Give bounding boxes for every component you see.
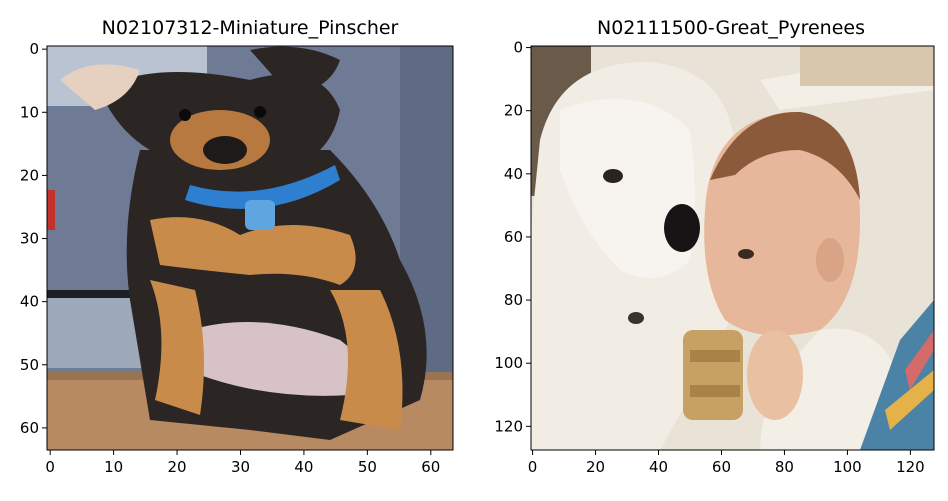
- y-tick-label: 0: [29, 40, 39, 58]
- x-tick-label: 10: [104, 458, 123, 476]
- y-tick-label: 50: [20, 356, 39, 374]
- y-tick-label: 20: [504, 102, 523, 120]
- x-tick-label: 60: [712, 458, 731, 476]
- x-tick-label: 100: [833, 458, 862, 476]
- y-tick-label: 40: [504, 165, 523, 183]
- great-pyrenees-and-baby-photo: [531, 46, 934, 450]
- y-tick-label: 80: [504, 291, 523, 309]
- y-tick-label: 100: [494, 354, 523, 372]
- axes-frame: [530, 45, 935, 451]
- x-tick-label: 20: [168, 458, 187, 476]
- axis-ticks: 0 10 20 30 40 50 60 0 10 20 30 40 50 60: [20, 40, 440, 476]
- y-tick-label: 10: [20, 103, 39, 121]
- x-tick-label: 20: [586, 458, 605, 476]
- y-tick-label: 30: [20, 230, 39, 248]
- panel-miniature-pinscher: N02107312-Miniature_Pinscher: [20, 17, 454, 476]
- x-tick-label: 50: [358, 458, 377, 476]
- x-tick-label: 80: [775, 458, 794, 476]
- x-tick-label: 0: [45, 458, 55, 476]
- x-tick-label: 60: [421, 458, 440, 476]
- panel-title: N02107312-Miniature_Pinscher: [102, 17, 399, 39]
- axes-frame: [46, 45, 454, 451]
- y-tick-label: 20: [20, 166, 39, 184]
- axis-ticks: 0 20 40 60 80 100 120 0 20 40 60 80 100 120: [494, 39, 924, 476]
- miniature-pinscher-photo: [47, 46, 453, 450]
- y-tick-label: 120: [494, 417, 523, 435]
- x-tick-label: 120: [896, 458, 925, 476]
- y-tick-label: 40: [20, 293, 39, 311]
- x-tick-label: 40: [294, 458, 313, 476]
- x-tick-label: 0: [528, 458, 538, 476]
- y-tick-label: 60: [20, 419, 39, 437]
- panel-title: N02111500-Great_Pyrenees: [597, 17, 865, 39]
- panel-great-pyrenees: N02111500-Great_Pyrenees: [494, 17, 935, 476]
- x-tick-label: 40: [649, 458, 668, 476]
- x-tick-label: 30: [231, 458, 250, 476]
- y-tick-label: 0: [513, 39, 523, 57]
- y-tick-label: 60: [504, 228, 523, 246]
